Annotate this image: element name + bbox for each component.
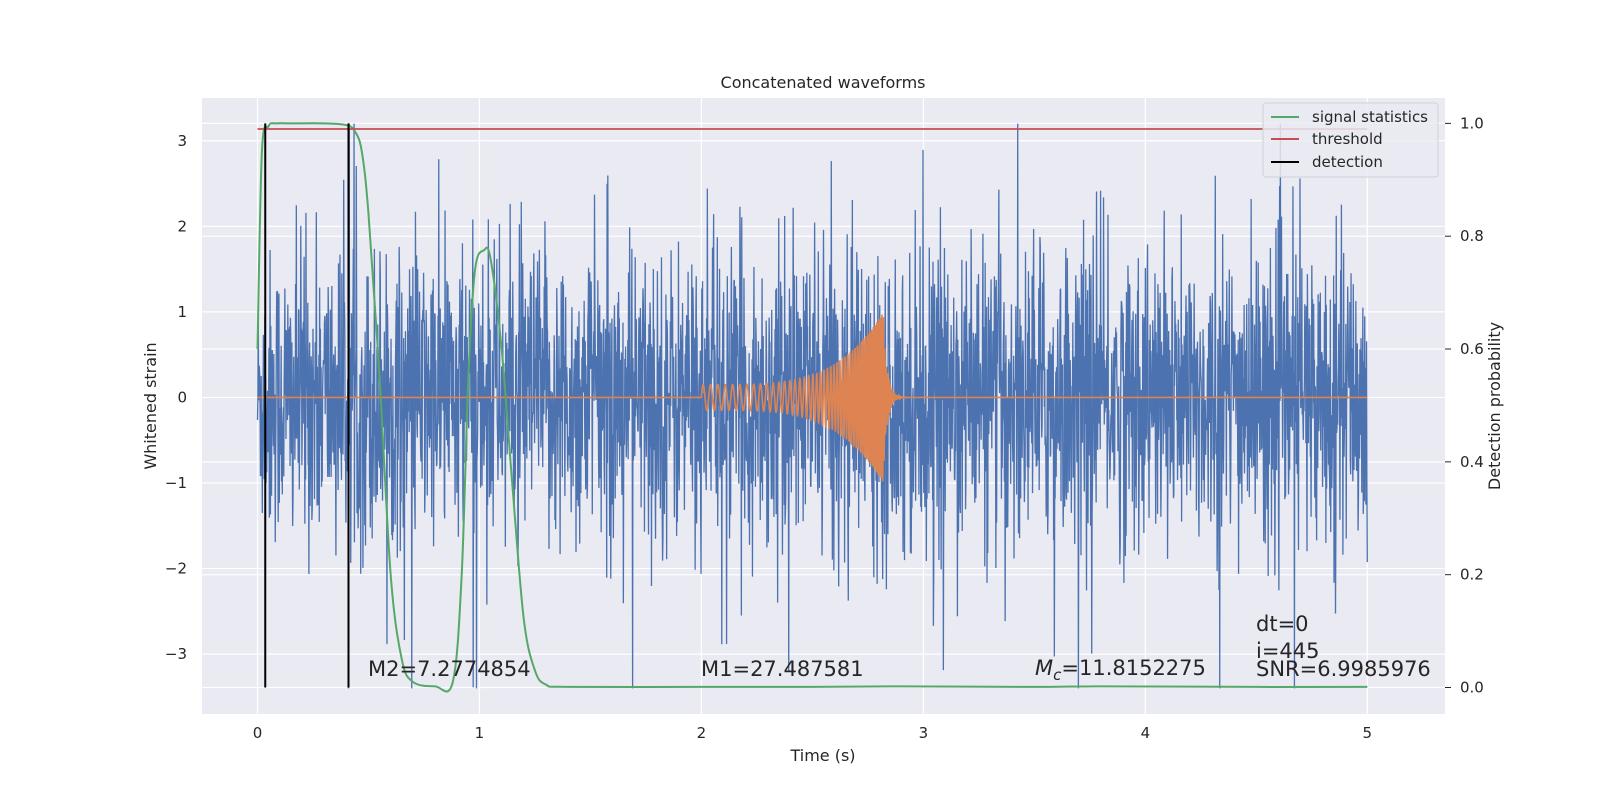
annotation-i: i=445 [1256, 639, 1320, 663]
signal-statistics-line [256, 122, 1368, 693]
legend: signal statistics threshold detection [1262, 102, 1439, 178]
y-tick-label: −1 [165, 474, 187, 492]
y2-axis-ticks: 1.0 0.8 0.6 0.4 0.2 0.0 [1445, 114, 1484, 696]
x-tick-label: 5 [1363, 724, 1373, 742]
x-tick-label: 1 [475, 724, 485, 742]
y2-tick-label: 0.0 [1460, 678, 1484, 696]
y-tick-label: −2 [165, 560, 187, 578]
x-tick-label: 2 [697, 724, 707, 742]
annotations: M2=7.2774854 M1=27.487581 Mc=11.8152275 … [368, 612, 1431, 684]
legend-label-threshold: threshold [1312, 130, 1383, 148]
legend-label-detection: detection [1312, 153, 1383, 171]
y-tick-label: 3 [177, 132, 187, 150]
annotation-mc: Mc=11.8152275 [1035, 656, 1206, 684]
x-axis-ticks: 0 1 2 3 4 5 [253, 724, 1372, 742]
series-injected-chirp [257, 314, 1368, 482]
y-tick-label: −3 [165, 645, 187, 663]
legend-box [1262, 102, 1439, 178]
annotation-mc-subscript: c [1053, 666, 1062, 684]
y2-tick-label: 0.8 [1460, 227, 1484, 245]
noisy-strain-line [256, 123, 1368, 689]
y-axis-label: Whitened strain [141, 342, 160, 469]
y2-axis-label: Detection probability [1485, 322, 1504, 490]
annotation-mc-symbol: M [1035, 656, 1053, 680]
annotation-m2: M2=7.2774854 [368, 657, 531, 681]
chart-title: Concatenated waveforms [721, 73, 926, 92]
y2-tick-label: 0.6 [1460, 340, 1484, 358]
legend-label-signal-statistics: signal statistics [1312, 108, 1428, 126]
y-tick-label: 2 [177, 217, 187, 235]
annotation-mc-value: =11.8152275 [1061, 656, 1206, 680]
y-tick-label: 1 [177, 303, 187, 321]
x-tick-label: 0 [253, 724, 263, 742]
series-noisy-strain [256, 123, 1368, 689]
x-tick-label: 3 [919, 724, 929, 742]
series-detection [264, 123, 350, 688]
x-tick-label: 4 [1141, 724, 1151, 742]
y2-tick-label: 1.0 [1460, 114, 1484, 132]
chirp-line [257, 314, 1368, 482]
y-axis-ticks: 3 2 1 0 −1 −2 −3 [165, 132, 187, 663]
series-signal-statistics [256, 122, 1368, 693]
annotation-dt: dt=0 [1256, 612, 1309, 636]
annotation-snr: SNR=6.9985976 [1256, 657, 1431, 681]
y2-tick-label: 0.2 [1460, 566, 1484, 584]
y2-tick-label: 0.4 [1460, 453, 1484, 471]
annotation-m1: M1=27.487581 [701, 657, 864, 681]
x-axis-label: Time (s) [789, 746, 855, 765]
y-tick-label: 0 [177, 388, 187, 406]
